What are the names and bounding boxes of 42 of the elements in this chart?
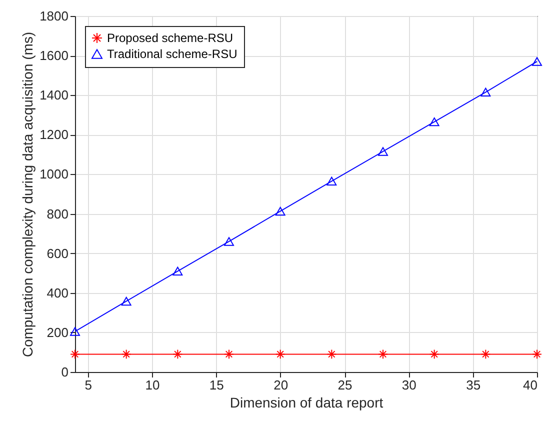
point [480, 88, 491, 97]
point [275, 206, 286, 216]
point [480, 349, 491, 360]
x-tick-label: 5 [84, 378, 92, 392]
point [429, 117, 440, 126]
y-tick-label: 1400 [40, 88, 68, 103]
y-tick-label: 1200 [40, 127, 68, 142]
y-tick-label: 400 [46, 285, 68, 300]
x-tick-label: 15 [209, 378, 224, 392]
point [532, 57, 542, 66]
legend-label: Traditional scheme-RSU [107, 47, 238, 61]
point [378, 349, 388, 360]
x-tick-label: 35 [466, 378, 481, 392]
point [224, 349, 234, 360]
x-axis-title: Dimension of data report [230, 394, 384, 410]
point [172, 349, 183, 360]
y-tick-label: 200 [46, 324, 68, 340]
x-tick-label: 30 [402, 378, 416, 392]
point [224, 237, 234, 246]
y-tick-label: 1600 [40, 48, 68, 64]
y-axis-title: Computation complexity during data acquisition (ms) [20, 32, 36, 358]
point [378, 147, 388, 156]
point [532, 349, 542, 360]
point [326, 349, 337, 360]
y-tick-label: 800 [46, 206, 68, 222]
x-tick-label: 40 [523, 378, 538, 392]
y-tick-label: 0 [61, 364, 68, 380]
y-tick-label: 1800 [40, 8, 68, 24]
point [70, 349, 80, 360]
point [429, 349, 440, 360]
y-tick-label: 1000 [40, 166, 68, 182]
y-tick-label: 600 [46, 246, 68, 261]
point [121, 296, 132, 306]
legend-label: Proposed scheme-RSU [107, 31, 234, 45]
x-tick-label: 25 [338, 378, 352, 392]
point [326, 176, 337, 186]
x-tick-label: 20 [274, 378, 288, 392]
point [121, 349, 132, 360]
point [275, 349, 286, 360]
point [70, 327, 80, 336]
x-tick-label: 10 [145, 378, 160, 392]
point [172, 266, 183, 276]
